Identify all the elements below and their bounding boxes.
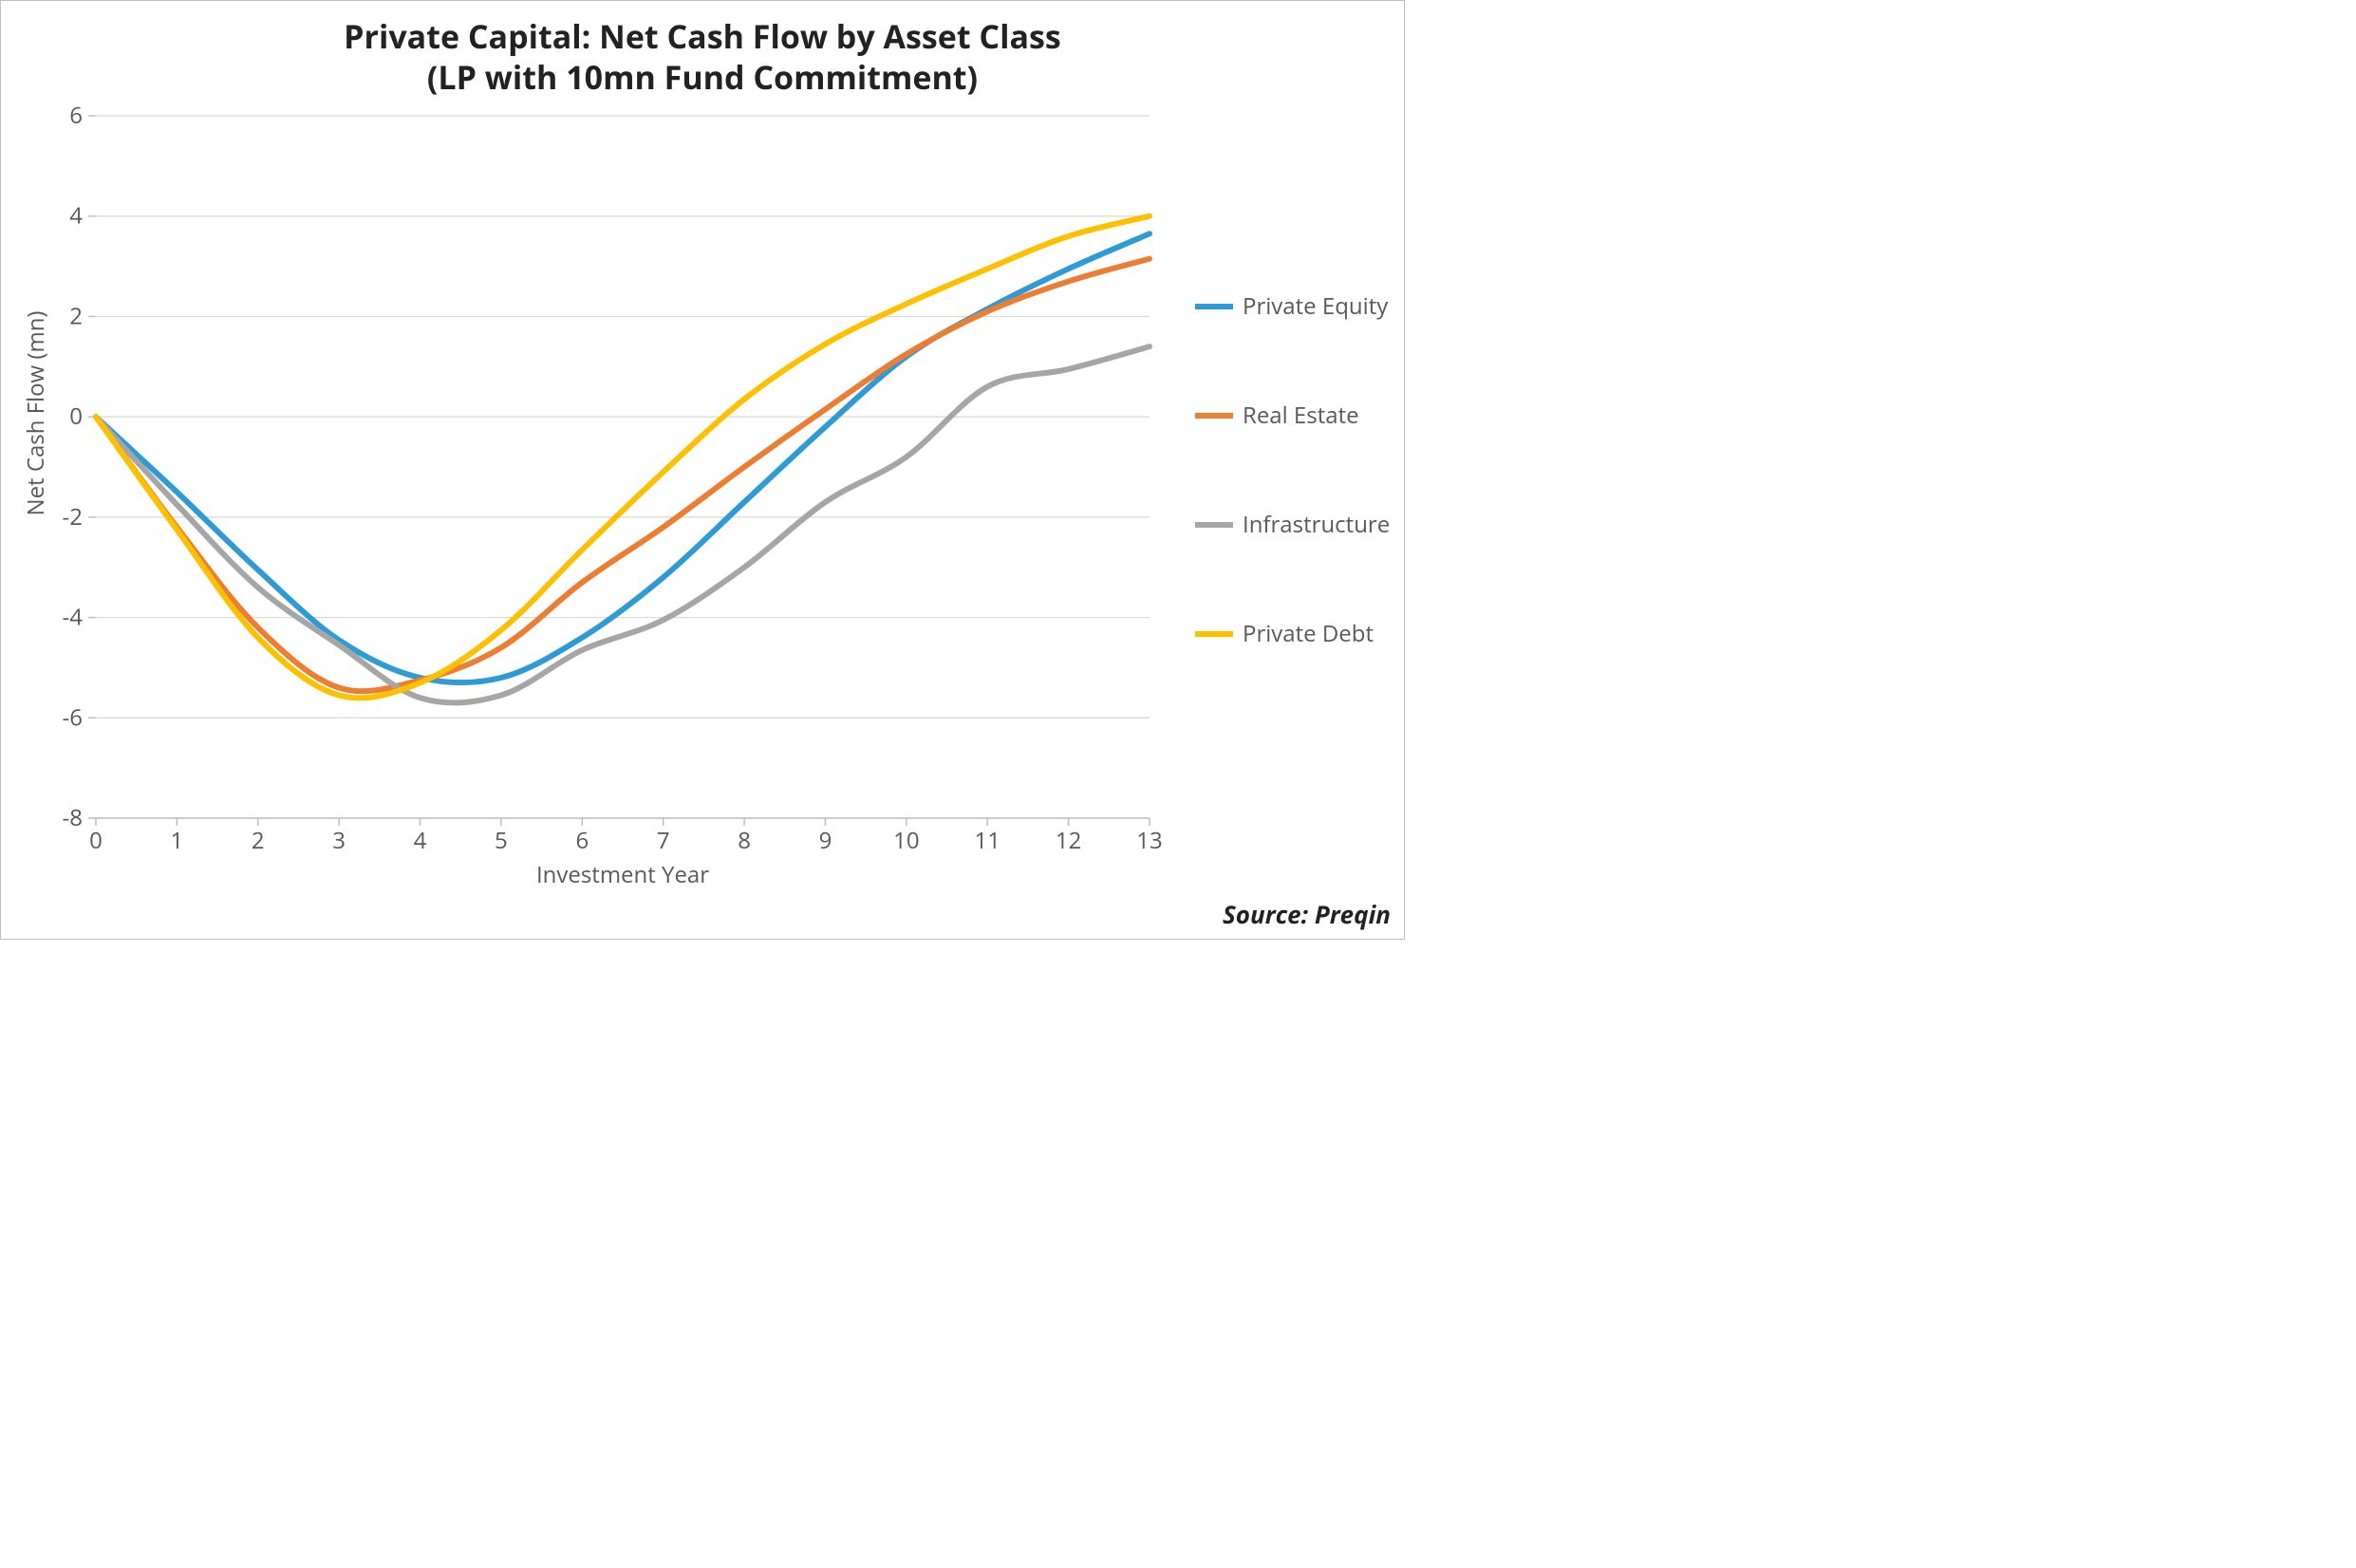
legend-swatch bbox=[1195, 522, 1233, 528]
legend-item: Private Equity bbox=[1195, 290, 1390, 322]
x-axis-label: Investment Year bbox=[536, 859, 709, 890]
x-tick-label: 1 bbox=[171, 825, 184, 856]
x-tick-label: 10 bbox=[893, 825, 919, 856]
y-tick-label: 2 bbox=[69, 300, 83, 331]
x-tick-label: 7 bbox=[657, 825, 670, 856]
legend-swatch bbox=[1195, 631, 1233, 637]
y-tick-label: 0 bbox=[69, 401, 83, 432]
legend: Private Equity Real Estate Infrastructure P… bbox=[1195, 290, 1390, 649]
legend-label: Real Estate bbox=[1243, 400, 1359, 431]
chart-container: Private Capital: Net Cash Flow by Asset … bbox=[0, 0, 1405, 940]
x-tick-label: 11 bbox=[975, 825, 1000, 856]
chart-svg: -8-6-4-20246012345678910111213Investment… bbox=[1, 97, 1169, 894]
y-axis-label: Net Cash Flow (mn) bbox=[20, 255, 51, 571]
legend-label: Private Equity bbox=[1243, 290, 1388, 322]
legend-label: Private Debt bbox=[1243, 618, 1374, 649]
legend-item: Private Debt bbox=[1195, 618, 1390, 649]
legend-swatch bbox=[1195, 413, 1233, 419]
x-tick-label: 12 bbox=[1056, 825, 1081, 856]
chart-title-line2: (LP with 10mn Fund Commitment) bbox=[427, 55, 978, 99]
x-tick-label: 0 bbox=[89, 825, 103, 856]
y-tick-label: -6 bbox=[63, 701, 83, 733]
y-tick-label: 6 bbox=[69, 100, 83, 131]
x-tick-label: 2 bbox=[252, 825, 265, 856]
legend-label: Infrastructure bbox=[1243, 509, 1390, 540]
x-tick-label: 8 bbox=[738, 825, 751, 856]
x-tick-label: 3 bbox=[332, 825, 346, 856]
x-tick-label: 13 bbox=[1136, 825, 1162, 856]
legend-item: Real Estate bbox=[1195, 400, 1390, 431]
y-tick-label: -8 bbox=[63, 802, 83, 833]
chart-title-line1: Private Capital: Net Cash Flow by Asset … bbox=[344, 14, 1061, 58]
legend-swatch bbox=[1195, 304, 1233, 309]
series-infrastructure bbox=[96, 346, 1150, 702]
x-tick-label: 5 bbox=[495, 825, 508, 856]
y-tick-label: -4 bbox=[63, 602, 84, 633]
x-tick-label: 4 bbox=[414, 825, 427, 856]
source-label: Source: Preqin bbox=[1223, 897, 1391, 931]
legend-item: Infrastructure bbox=[1195, 509, 1390, 540]
series-real-estate bbox=[96, 259, 1150, 692]
chart-body: Net Cash Flow (mn) -8-6-4-20246012345678… bbox=[1, 97, 1404, 894]
y-tick-label: 4 bbox=[69, 200, 83, 232]
y-tick-label: -2 bbox=[63, 501, 83, 532]
series-private-equity bbox=[96, 233, 1150, 682]
x-tick-label: 6 bbox=[575, 825, 589, 856]
x-tick-label: 9 bbox=[819, 825, 832, 856]
chart-title: Private Capital: Net Cash Flow by Asset … bbox=[1, 16, 1404, 97]
